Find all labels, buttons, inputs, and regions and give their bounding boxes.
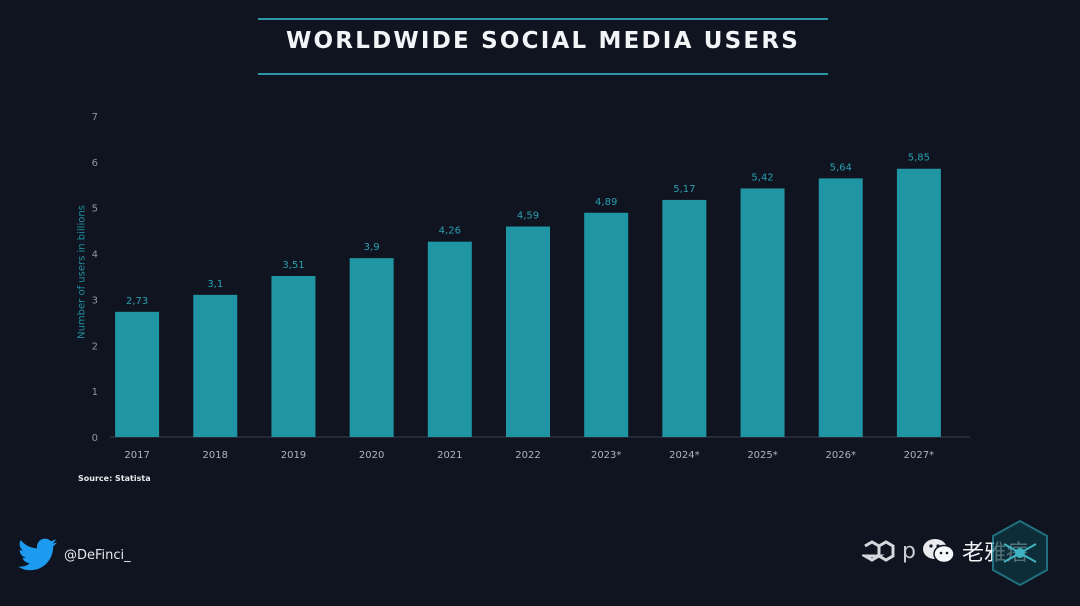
source-note: Source: Statista (78, 474, 151, 483)
polygon-logo-icon (862, 540, 895, 562)
x-tick-label: 2026* (826, 450, 856, 461)
page-title: WORLDWIDE SOCIAL MEDIA USERS (285, 28, 801, 54)
bar (584, 212, 629, 437)
data-label: 5,64 (830, 162, 852, 173)
hexagon-logo (990, 518, 1050, 592)
bar (662, 199, 707, 437)
bar (115, 311, 160, 437)
x-tick-label: 2022 (515, 450, 540, 461)
x-tick-label: 2024* (669, 450, 699, 461)
twitter-handle: @DeFinci_ (64, 547, 131, 563)
data-label: 4,89 (595, 197, 617, 208)
y-tick-label: 6 (92, 158, 98, 169)
bar (896, 168, 941, 437)
twitter-attribution[interactable]: @DeFinci_ (18, 538, 131, 572)
hexagon-logo-icon (992, 519, 1048, 587)
x-tick-label: 2017 (124, 450, 149, 461)
y-tick-label: 3 (92, 295, 98, 306)
x-tick-label: 2018 (203, 450, 228, 461)
x-tick-label: 2023* (591, 450, 621, 461)
data-label: 5,85 (908, 153, 930, 164)
x-tick-label: 2019 (281, 450, 306, 461)
y-tick-label: 5 (92, 204, 98, 215)
data-label: 5,42 (751, 172, 773, 183)
y-tick-label: 7 (92, 112, 98, 123)
title-rule-bottom (258, 73, 828, 75)
bar (506, 226, 550, 437)
x-tick-label: 2027* (904, 450, 934, 461)
data-label: 3,1 (207, 279, 223, 290)
brand-text: p (902, 538, 916, 564)
data-label: 4,26 (439, 226, 461, 237)
y-tick-label: 2 (92, 341, 98, 352)
data-label: 3,51 (282, 260, 304, 271)
bar (349, 258, 394, 437)
x-tick-label: 2020 (359, 450, 384, 461)
wechat-icon (922, 539, 955, 564)
data-label: 4,59 (517, 211, 539, 222)
twitter-bird-icon (18, 538, 57, 571)
data-label: 3,9 (364, 242, 380, 253)
y-tick-label: 1 (92, 387, 98, 398)
y-tick-label: 0 (92, 433, 98, 444)
x-tick-label: 2021 (437, 450, 462, 461)
title-rule-top (258, 18, 828, 20)
bar (818, 178, 863, 437)
y-tick-label: 4 (92, 250, 98, 261)
bar (193, 294, 238, 437)
bar (271, 276, 316, 437)
data-label: 2,73 (126, 296, 148, 307)
data-label: 5,17 (673, 184, 695, 195)
bar (740, 188, 785, 437)
x-tick-label: 2025* (747, 450, 777, 461)
bar (427, 241, 472, 437)
y-axis-label: Number of users in billions (76, 205, 88, 339)
